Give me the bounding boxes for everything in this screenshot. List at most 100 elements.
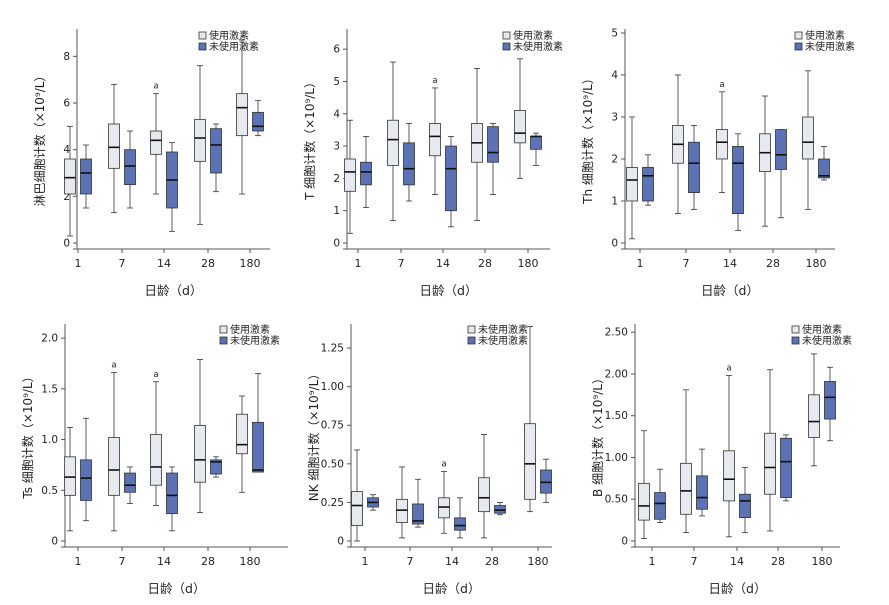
x-tick-label: 180 <box>806 257 827 270</box>
x-tick-label: 14 <box>445 555 459 568</box>
box-used-7 <box>396 466 408 539</box>
x-tick-label: 1 <box>637 257 644 270</box>
box-used-28 <box>478 434 490 539</box>
box-iqr <box>696 475 708 510</box>
box-unused-180 <box>252 100 264 137</box>
box-unused-28 <box>775 129 787 219</box>
y-tick-label: 2 <box>333 173 340 185</box>
box-iqr <box>514 110 526 144</box>
box-iqr <box>478 477 490 513</box>
box-unused-1 <box>654 468 666 524</box>
x-tick-label: 1 <box>362 555 369 568</box>
box-unused-180 <box>252 373 264 473</box>
legend-swatch <box>467 325 476 334</box>
y-tick-label: 3 <box>611 112 618 124</box>
x-tick-label: 14 <box>723 257 737 270</box>
box-iqr <box>194 118 206 162</box>
box-used-180 <box>524 326 536 513</box>
legend-label: 未使用激素 <box>478 334 528 347</box>
y-tick-label: 5 <box>333 76 340 88</box>
box-iqr <box>688 141 700 193</box>
box-iqr <box>108 123 120 169</box>
box-unused-180 <box>540 458 552 503</box>
box-unused-7 <box>696 448 708 517</box>
box-iqr <box>775 129 787 170</box>
y-axis-title: T 细胞计数（×10⁹/L） <box>302 76 317 201</box>
box-iqr <box>723 450 735 502</box>
box-unused-180 <box>530 132 542 166</box>
x-tick-label: 28 <box>771 555 785 568</box>
box-iqr <box>739 493 751 519</box>
y-tick-label: 0 <box>63 238 70 250</box>
chart-panel-3: 0 1 2 3 4 5 1 7 14 28 180 日龄（d） Th 细胞计数（×10⁹/L） a 使用激素… <box>580 28 855 299</box>
box-unused-1 <box>360 135 372 208</box>
box-used-28 <box>764 369 776 532</box>
box-iqr <box>403 142 415 186</box>
legend-label: 未使用激素 <box>802 334 852 347</box>
x-tick-label: 28 <box>478 257 492 270</box>
box-unused-1 <box>80 417 92 522</box>
y-tick-label: 4 <box>333 108 340 120</box>
box-used-180 <box>802 70 814 210</box>
x-tick-label: 28 <box>201 555 215 568</box>
box-unused-1 <box>642 154 654 206</box>
box-unused-7 <box>688 125 700 210</box>
box-unused-14 <box>445 135 457 228</box>
chart-panel-1: 0 2 4 6 8 1 7 14 28 180 日龄（d） 淋巴细胞计数（×10⁹/L） a 使用激素未使… <box>32 29 270 298</box>
box-unused-1 <box>80 144 92 209</box>
box-used-14 <box>438 471 450 534</box>
box-used-7 <box>680 389 692 534</box>
y-tick-label: 0 <box>51 536 58 548</box>
box-unused-28 <box>210 123 222 193</box>
box-iqr <box>194 424 206 483</box>
box-iqr <box>732 145 744 214</box>
x-tick-label: 14 <box>730 555 744 568</box>
legend-swatch <box>219 336 228 345</box>
x-tick-label: 1 <box>355 257 362 270</box>
box-unused-28 <box>487 123 499 195</box>
box-iqr <box>454 517 466 531</box>
box-used-14 <box>150 381 162 506</box>
x-tick-label: 1 <box>75 555 82 568</box>
y-tick-label: 0 <box>621 536 628 548</box>
x-axis-title: 日龄（d） <box>148 581 206 596</box>
chart-panel-6: 0 0.50 1.00 1.50 2.00 2.50 1 7 14 28 180 日龄（d） B 细胞计… <box>590 323 852 596</box>
box-unused-7 <box>124 130 136 209</box>
x-tick-label: 180 <box>240 257 261 270</box>
box-iqr <box>654 492 666 520</box>
x-axis-title: 日龄（d） <box>709 581 767 596</box>
y-tick-label: 1.5 <box>41 383 58 395</box>
x-tick-label: 7 <box>407 555 414 568</box>
y-tick-label: 0 <box>611 238 618 250</box>
significance-label: a <box>153 82 158 92</box>
box-used-1 <box>351 449 363 542</box>
box-used-28 <box>194 65 206 225</box>
box-used-7 <box>108 83 120 214</box>
box-iqr <box>124 149 136 186</box>
y-tick-label: 0.25 <box>321 497 344 509</box>
x-tick-label: 28 <box>485 555 499 568</box>
y-tick-label: 2 <box>611 154 618 166</box>
y-tick-label: 1.0 <box>41 434 58 446</box>
box-iqr <box>429 123 441 157</box>
y-tick-label: 4 <box>63 144 70 156</box>
box-iqr <box>716 129 728 160</box>
box-iqr <box>124 472 136 493</box>
x-tick-label: 180 <box>528 555 549 568</box>
box-unused-7 <box>403 123 415 202</box>
chart-panel-4: 0 0.5 1.0 1.5 2.0 1 7 14 28 180 日龄（d） Ts 细胞计数（×10⁹/… <box>20 323 288 596</box>
box-used-1 <box>64 426 76 532</box>
y-tick-label: 0.75 <box>321 420 344 432</box>
box-used-14 <box>716 91 728 194</box>
box-iqr <box>530 135 542 150</box>
y-axis-title: 淋巴细胞计数（×10⁹/L） <box>32 70 47 207</box>
box-unused-14 <box>454 497 466 539</box>
y-tick-label: 1 <box>611 196 618 208</box>
box-iqr <box>360 161 372 186</box>
x-tick-label: 7 <box>691 555 698 568</box>
y-axis-title: B 细胞计数（×10⁹/L） <box>590 372 605 497</box>
legend-label: 使用激素 <box>805 29 845 42</box>
box-iqr <box>252 421 264 473</box>
box-used-14 <box>429 87 441 195</box>
